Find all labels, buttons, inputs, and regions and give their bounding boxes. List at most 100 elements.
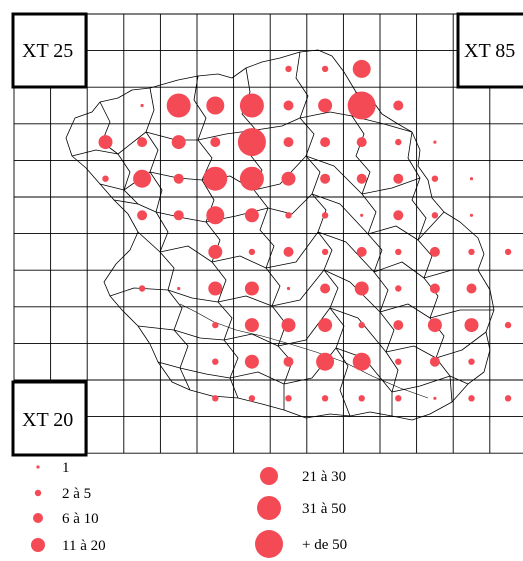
- observation-dot: [244, 318, 259, 333]
- observation-dot: [285, 65, 292, 73]
- observation-dot: [395, 395, 402, 402]
- observation-dot: [468, 395, 475, 402]
- corner-label-top-right: XT 85: [464, 40, 515, 62]
- region-outline: [65, 49, 495, 421]
- commune-boundary: [157, 347, 469, 393]
- observation-dot: [133, 169, 152, 188]
- observation-dot: [283, 356, 294, 367]
- observation-dot: [468, 358, 475, 365]
- commune-boundary: [113, 193, 445, 241]
- legend-label: 6 à 10: [62, 511, 99, 527]
- observation-dot: [212, 321, 219, 329]
- observation-dot: [281, 318, 296, 333]
- observation-dot: [286, 286, 291, 291]
- observation-dot: [464, 318, 479, 333]
- observation-dot: [429, 246, 440, 257]
- observation-dots: [98, 59, 512, 402]
- observation-dot: [393, 100, 404, 111]
- commune-boundary: [351, 91, 399, 416]
- commune-boundary: [109, 269, 494, 319]
- legend-label: 31 à 50: [302, 501, 346, 517]
- observation-dot: [137, 137, 148, 148]
- observation-dot: [427, 318, 442, 333]
- observation-dot: [177, 286, 181, 291]
- observation-dot: [239, 166, 264, 191]
- observation-dot: [504, 395, 512, 402]
- observation-dot: [244, 354, 259, 369]
- river: [179, 303, 429, 399]
- corner-box-bottom-left: [11, 380, 88, 457]
- legend-label: 21 à 30: [302, 469, 346, 485]
- observation-dot: [140, 103, 144, 108]
- corner-label-top-left: XT 25: [22, 40, 73, 62]
- observation-dot: [98, 135, 113, 150]
- observation-dot: [347, 91, 376, 120]
- legend-swatch: [34, 489, 42, 497]
- observation-dot: [321, 248, 329, 256]
- observation-dot: [206, 96, 225, 115]
- observation-dot: [466, 283, 477, 294]
- commune-boundaries: [65, 49, 495, 421]
- observation-dot: [244, 281, 259, 296]
- observation-dot: [433, 140, 437, 144]
- observation-dot: [239, 93, 264, 118]
- observation-dot: [173, 173, 184, 184]
- observation-dot: [395, 248, 402, 256]
- corner-box-top-right: [456, 12, 523, 89]
- observation-dot: [283, 137, 294, 148]
- commune-boundary: [193, 75, 239, 399]
- observation-dot: [283, 246, 294, 257]
- commune-boundary: [137, 307, 487, 359]
- observation-dot: [237, 128, 266, 157]
- observation-dot: [431, 175, 439, 182]
- observation-dot: [320, 137, 331, 148]
- observation-dot: [393, 173, 404, 184]
- legend-label: 1: [62, 460, 70, 476]
- commune-boundary: [241, 67, 293, 410]
- observation-dot: [469, 213, 474, 217]
- corner-box-top-left: [11, 12, 88, 89]
- observation-dot: [393, 210, 404, 221]
- observation-dot: [244, 208, 259, 223]
- legend-swatch: [255, 530, 283, 558]
- observation-dot: [248, 248, 256, 256]
- observation-dot: [318, 318, 333, 333]
- observation-dot: [469, 177, 474, 181]
- observation-dot: [433, 396, 437, 400]
- observation-dot: [102, 175, 109, 182]
- observation-dot: [248, 395, 256, 402]
- observation-dot: [429, 283, 440, 294]
- legend-swatch: [257, 496, 281, 520]
- legend-swatch: [36, 465, 40, 469]
- observation-dot: [173, 210, 184, 221]
- observation-dot: [356, 137, 367, 148]
- observation-dot: [138, 285, 146, 292]
- observation-dot: [321, 212, 329, 219]
- observation-dot: [358, 395, 365, 402]
- legend-label: 11 à 20: [62, 538, 106, 554]
- observation-dot: [352, 352, 371, 371]
- commune-boundary: [71, 111, 413, 157]
- observation-dot: [354, 281, 369, 296]
- observation-dot: [285, 212, 292, 219]
- observation-dot: [203, 166, 228, 191]
- observation-dot: [283, 100, 294, 111]
- observation-dot: [137, 210, 148, 221]
- observation-dot: [171, 135, 186, 150]
- grid-corner-labels: XT 25 XT 85 XT 20: [11, 12, 523, 457]
- observation-dot: [395, 358, 402, 365]
- utm-grid: [13, 13, 523, 454]
- observation-dot: [208, 281, 223, 296]
- observation-dot: [504, 248, 512, 256]
- observation-dot: [166, 93, 191, 118]
- observation-dot: [356, 246, 367, 257]
- observation-dot: [429, 356, 440, 367]
- observation-dot: [356, 173, 367, 184]
- observation-dot: [212, 358, 219, 365]
- commune-boundary: [137, 231, 478, 279]
- observation-dot: [395, 138, 402, 146]
- legend-label: + de 50: [302, 537, 347, 553]
- commune-boundary: [407, 131, 453, 403]
- observation-dot: [393, 320, 404, 331]
